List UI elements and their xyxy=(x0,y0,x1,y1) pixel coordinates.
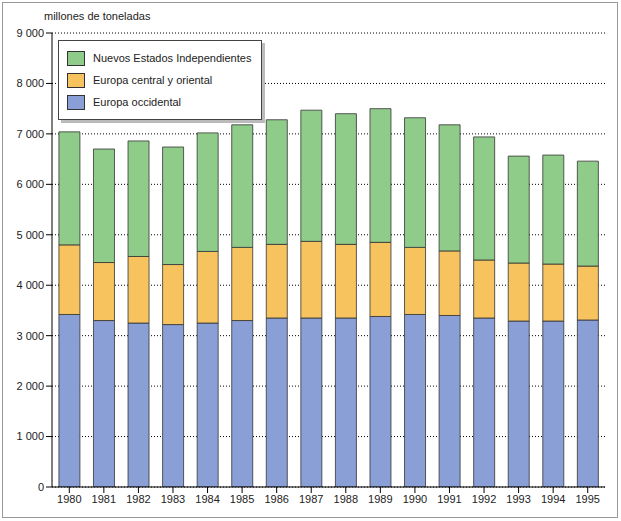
html-text:Europa occidental: Europa occidental xyxy=(93,96,182,108)
svg-text:1982: 1982 xyxy=(126,493,150,505)
svg-text:2 000: 2 000 xyxy=(16,380,44,392)
svg-text:1994: 1994 xyxy=(541,493,565,505)
svg-text:1981: 1981 xyxy=(92,493,116,505)
html-text:millones de toneladas: millones de toneladas xyxy=(44,10,151,22)
svg-text:1986: 1986 xyxy=(264,493,288,505)
svg-text:1993: 1993 xyxy=(506,493,530,505)
svg-text:6 000: 6 000 xyxy=(16,178,44,190)
svg-text:1992: 1992 xyxy=(472,493,496,505)
svg-text:1980: 1980 xyxy=(57,493,81,505)
svg-text:1989: 1989 xyxy=(368,493,392,505)
svg-text:1988: 1988 xyxy=(334,493,358,505)
svg-text:1984: 1984 xyxy=(195,493,219,505)
svg-text:5 000: 5 000 xyxy=(16,229,44,241)
svg-text:3 000: 3 000 xyxy=(16,330,44,342)
svg-text:8 000: 8 000 xyxy=(16,77,44,89)
svg-text:4 000: 4 000 xyxy=(16,279,44,291)
svg-text:1991: 1991 xyxy=(437,493,461,505)
svg-text:1983: 1983 xyxy=(161,493,185,505)
svg-text:1987: 1987 xyxy=(299,493,323,505)
svg-text:1995: 1995 xyxy=(575,493,599,505)
svg-text:1 000: 1 000 xyxy=(16,430,44,442)
svg-text:7 000: 7 000 xyxy=(16,128,44,140)
svg-text:1985: 1985 xyxy=(230,493,254,505)
html-text:Nuevos Estados Independientes: Nuevos Estados Independientes xyxy=(93,52,252,64)
svg-text:1990: 1990 xyxy=(403,493,427,505)
svg-text:0: 0 xyxy=(38,481,44,493)
html-text:Europa central y oriental: Europa central y oriental xyxy=(93,74,213,86)
svg-text:9 000: 9 000 xyxy=(16,27,44,39)
